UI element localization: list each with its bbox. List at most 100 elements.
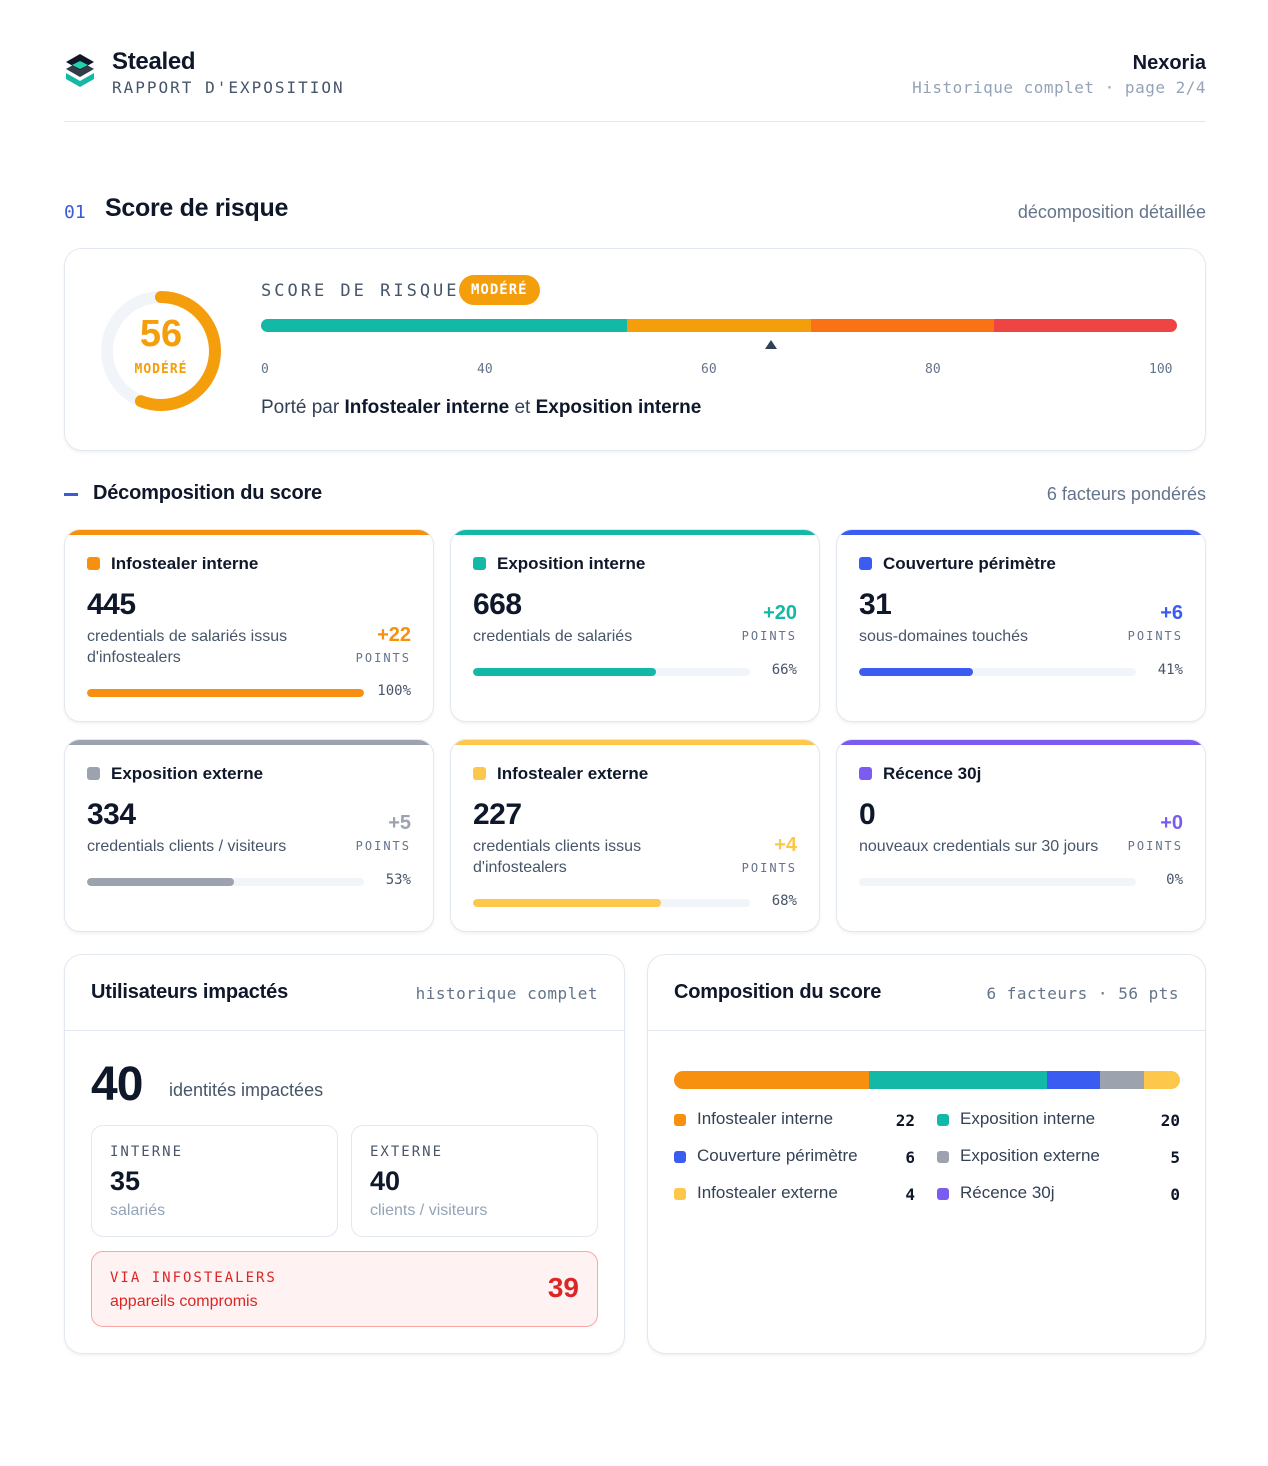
risk-scale-bar [261, 319, 1177, 332]
internal-label: INTERNE [110, 1144, 184, 1160]
factor-name: Exposition interne [497, 554, 646, 573]
composition-segment [674, 1071, 870, 1089]
legend-item: Infostealer interne 22 [674, 1109, 915, 1131]
level-badge: MODÉRÉ [459, 275, 540, 305]
factor-color-swatch [859, 767, 872, 780]
factor-progress-bar [87, 689, 364, 697]
legend-item: Infostealer externe 4 [674, 1183, 915, 1205]
factor-card: Couverture périmètre 31 sous-domaines touc… [836, 529, 1206, 722]
infostealer-devices-alert: VIA INFOSTEALERS appareils compromis 39 [91, 1251, 598, 1327]
internal-box: INTERNE 35 salariés [91, 1125, 338, 1237]
factor-value: 334 [87, 798, 136, 831]
report-subtitle: RAPPORT D'EXPOSITION [112, 78, 345, 97]
factor-color-swatch [473, 557, 486, 570]
legend-value: 20 [1160, 1111, 1180, 1130]
factor-accent-bar [837, 530, 1205, 535]
factor-percent: 53% [385, 872, 411, 888]
legend-name: Infostealer externe [697, 1183, 838, 1202]
score-value: 56 [139, 313, 183, 355]
factor-points-label: POINTS [355, 651, 411, 665]
score-drivers: Porté par Infostealer interne et Exposit… [261, 397, 701, 419]
factor-progress-fill [87, 878, 234, 886]
via-sub: appareils compromis [110, 1293, 258, 1310]
factor-description: nouveaux credentials sur 30 jours [859, 838, 1099, 855]
factor-name: Récence 30j [883, 764, 982, 783]
driver-b: Exposition interne [535, 397, 702, 418]
legend-value: 4 [905, 1185, 915, 1204]
factor-percent: 100% [377, 683, 411, 699]
decomposition-count: 6 facteurs pondérés [1046, 484, 1206, 504]
factor-value: 227 [473, 798, 522, 831]
factor-points-label: POINTS [355, 839, 411, 853]
composition-segment [1144, 1071, 1180, 1089]
factor-value: 445 [87, 588, 136, 621]
factor-value: 668 [473, 588, 522, 621]
via-label: VIA INFOSTEALERS [110, 1270, 277, 1286]
report-header: Stealed RAPPORT D'EXPOSITION Nexoria His… [64, 44, 1206, 122]
via-value: 39 [547, 1272, 579, 1303]
factor-accent-bar [451, 740, 819, 745]
legend-name: Infostealer interne [697, 1109, 834, 1128]
factor-card: Récence 30j 0 nouveaux credentials sur 30 … [836, 739, 1206, 932]
legend-name: Exposition interne [960, 1109, 1096, 1128]
total-identities: 40 [91, 1058, 143, 1111]
risk-scale-moderate [627, 319, 811, 332]
legend-item: Récence 30j 0 [937, 1183, 1180, 1205]
factor-card: Exposition interne 668 credentials de sala… [450, 529, 820, 722]
composition-segment [1100, 1071, 1145, 1089]
factor-card: Infostealer interne 445 credentials de sal… [64, 529, 434, 722]
factor-points: +4 [774, 834, 797, 856]
panel-header: Utilisateurs impactés historique complet [65, 955, 624, 1031]
legend-value: 0 [1170, 1185, 1180, 1204]
total-identities-label: identités impactées [169, 1080, 324, 1100]
client-name: Nexoria [1132, 52, 1206, 74]
factor-progress-fill [473, 899, 662, 907]
factor-name: Exposition externe [111, 764, 264, 783]
external-value: 40 [370, 1166, 401, 1196]
factor-percent: 66% [771, 662, 797, 678]
scale-tick: 80 [925, 362, 941, 377]
decomposition-title: Décomposition du score [93, 482, 322, 504]
internal-value: 35 [110, 1166, 141, 1196]
factor-accent-bar [451, 530, 819, 535]
composition-bar [674, 1071, 1180, 1089]
legend-swatch [937, 1151, 949, 1163]
panel-title: Utilisateurs impactés [91, 981, 288, 1003]
scale-tick: 0 [261, 362, 269, 377]
factor-card: Exposition externe 334 credentials clients… [64, 739, 434, 932]
factor-points: +6 [1160, 602, 1183, 624]
driver-join: et [514, 397, 531, 418]
legend-value: 6 [905, 1148, 915, 1167]
factor-percent: 41% [1157, 662, 1183, 678]
external-label: EXTERNE [370, 1144, 444, 1160]
factor-points: +20 [763, 602, 797, 624]
impacted-users-panel: Utilisateurs impactés historique complet… [64, 954, 625, 1354]
factor-value: 0 [859, 798, 876, 831]
factor-accent-bar [65, 740, 433, 745]
driver-prefix: Porté par [261, 397, 340, 418]
score-gauge-arc [101, 291, 221, 411]
score-composition-panel: Composition du score 6 facteurs · 56 pts… [647, 954, 1206, 1354]
legend-name: Exposition externe [960, 1146, 1100, 1165]
legend-item: Exposition externe 5 [937, 1146, 1180, 1168]
factor-progress-bar [859, 878, 1136, 886]
scale-tick: 40 [477, 362, 493, 377]
score-gauge [101, 291, 221, 411]
legend-name: Récence 30j [960, 1183, 1055, 1202]
factor-points-label: POINTS [1127, 629, 1183, 643]
factor-points-label: POINTS [741, 861, 797, 875]
scale-tick: 60 [701, 362, 717, 377]
scale-tick: 100 [1149, 362, 1173, 377]
legend-value: 5 [1170, 1148, 1180, 1167]
factor-percent: 68% [771, 893, 797, 909]
factor-progress-bar [473, 668, 750, 676]
legend-swatch [674, 1114, 686, 1126]
factor-card: Infostealer externe 227 credentials client… [450, 739, 820, 932]
factor-description: credentials de salariés issus d'infostea… [87, 628, 288, 666]
factor-points: +0 [1160, 812, 1183, 834]
factor-accent-bar [65, 530, 433, 535]
score-label: SCORE DE RISQUE [261, 281, 460, 301]
section-number: 01 [64, 202, 86, 223]
risk-scale-low [261, 319, 628, 332]
factor-points: +22 [377, 624, 411, 646]
